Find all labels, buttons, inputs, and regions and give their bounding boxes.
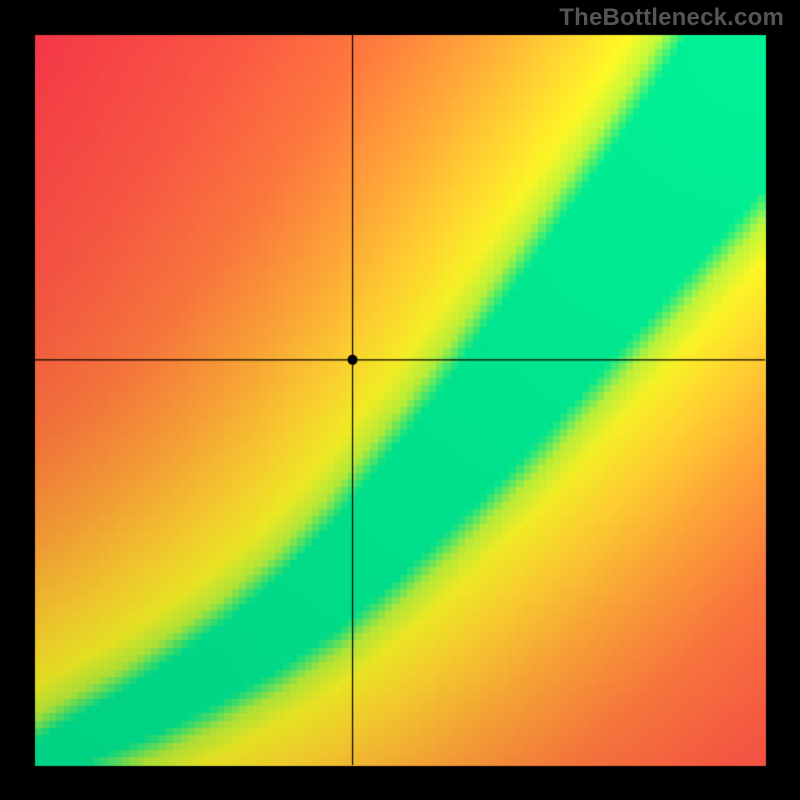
watermark-label: TheBottleneck.com [559, 4, 784, 32]
bottleneck-heatmap-canvas [0, 0, 800, 800]
chart-container: TheBottleneck.com [0, 0, 800, 800]
